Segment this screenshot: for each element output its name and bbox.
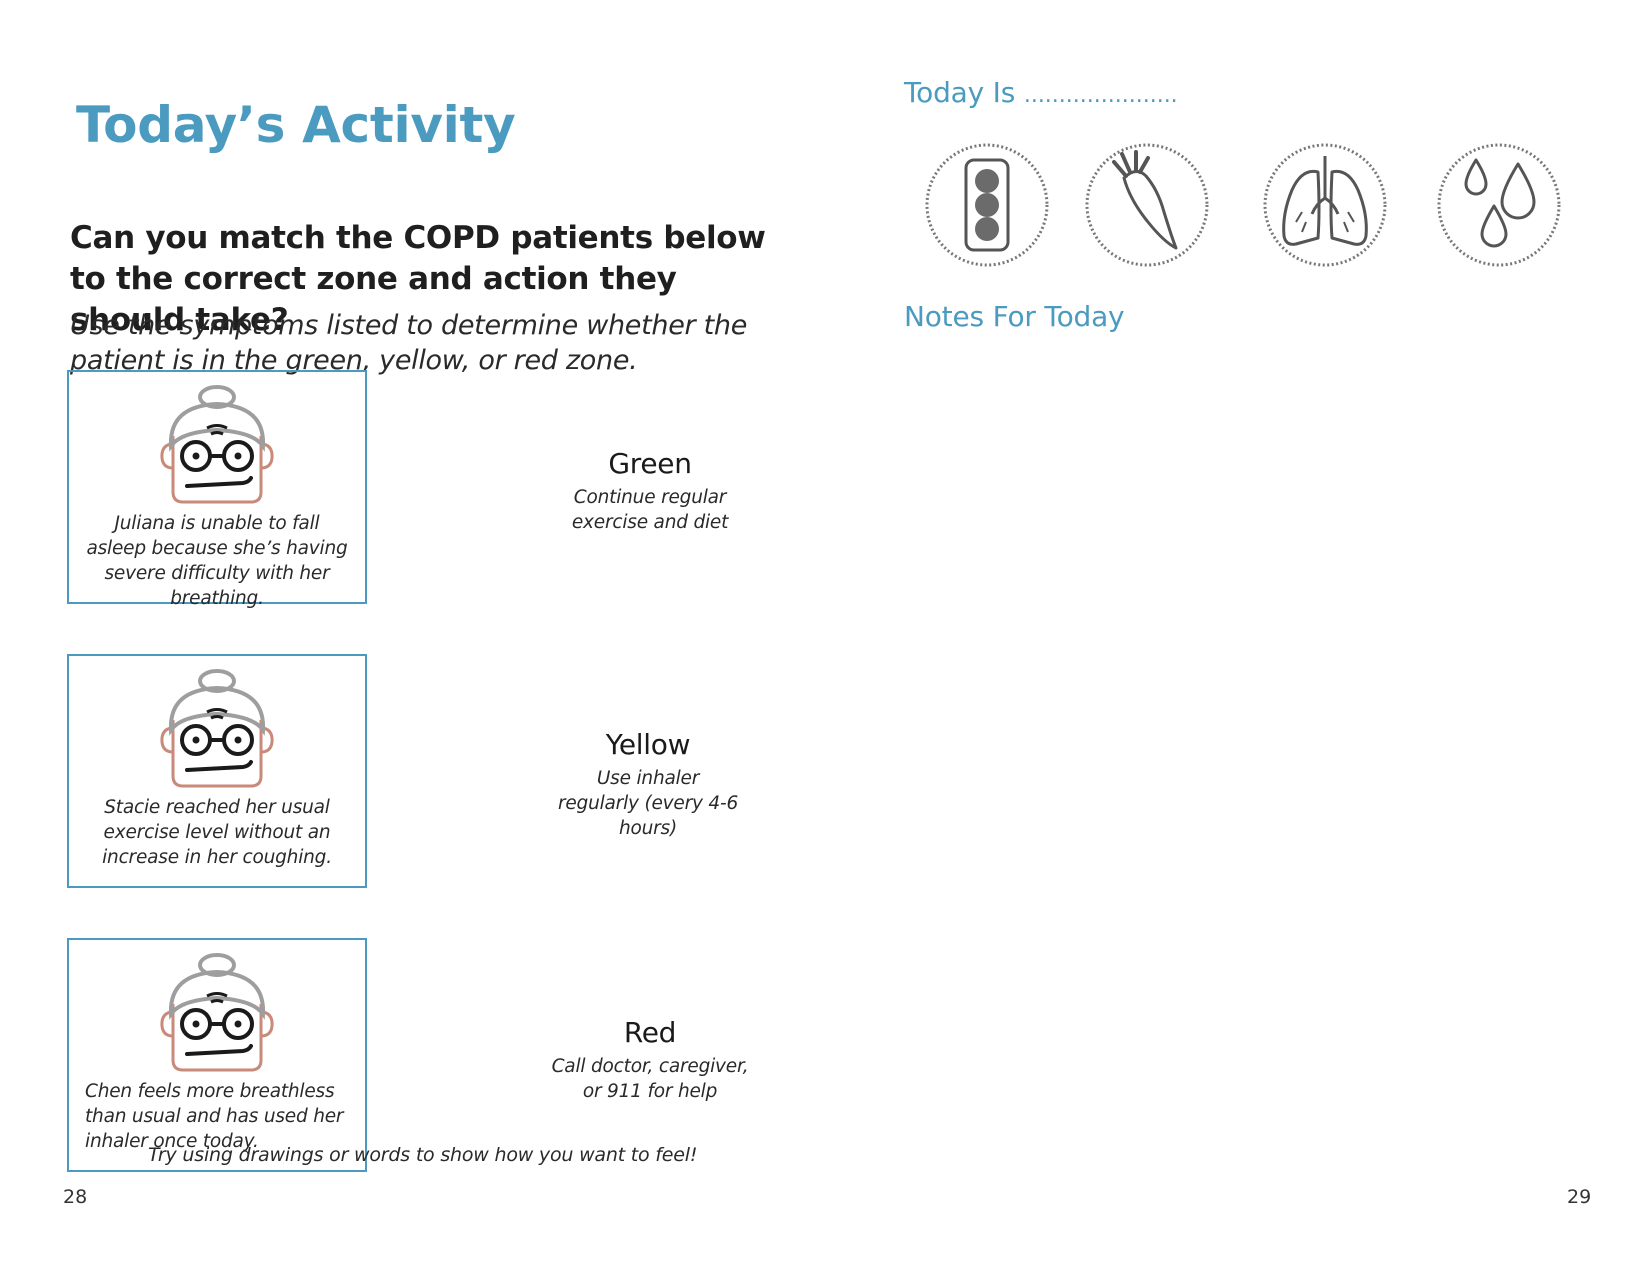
- today-is-label: Today Is ......................: [904, 76, 1178, 109]
- zone-name: Red: [623, 1016, 677, 1049]
- zone-name: Green: [608, 447, 692, 480]
- page-number-left: 28: [63, 1186, 88, 1208]
- zone-yellow[interactable]: Yellow Use inhaler regularly (every 4-6 …: [518, 728, 778, 841]
- zone-action: Call doctor, caregiver, or 911 for help: [551, 1056, 749, 1102]
- patient-card-stacie[interactable]: Stacie reached her usual exercise level …: [67, 654, 367, 888]
- lungs-icon: [1263, 143, 1387, 267]
- today-is-text: Today Is: [904, 76, 1016, 109]
- activity-question: Can you match the COPD patients below to…: [70, 220, 766, 338]
- activity-instructions: Use the symptoms listed to determine whe…: [70, 310, 748, 376]
- date-blank[interactable]: ......................: [1023, 83, 1178, 108]
- footer-note: Try using drawings or words to show how …: [148, 1144, 698, 1166]
- page-title: Today’s Activity: [76, 96, 516, 154]
- zone-red[interactable]: Red Call doctor, caregiver, or 911 for h…: [520, 1016, 780, 1104]
- zone-action: Use inhaler regularly (every 4-6 hours): [557, 768, 739, 839]
- zone-green[interactable]: Green Continue regular exercise and diet: [520, 447, 780, 535]
- patient-caption: Chen feels more breathless than usual an…: [85, 1081, 344, 1152]
- water-drops-icon: [1437, 143, 1561, 267]
- notes-for-today-label: Notes For Today: [904, 300, 1125, 333]
- grandmother-face-icon: [160, 669, 274, 788]
- grandmother-face-icon: [160, 953, 274, 1072]
- carrot-icon: [1085, 143, 1209, 267]
- patient-caption: Juliana is unable to fall asleep because…: [86, 513, 348, 609]
- zone-name: Yellow: [605, 728, 691, 761]
- grandmother-face-icon: [160, 385, 274, 504]
- page-number-right: 29: [1567, 1186, 1592, 1208]
- patient-caption: Stacie reached her usual exercise level …: [102, 797, 332, 868]
- patient-card-juliana[interactable]: Juliana is unable to fall asleep because…: [67, 370, 367, 609]
- traffic-light-icon: [925, 143, 1049, 267]
- zone-action: Continue regular exercise and diet: [571, 487, 729, 533]
- patient-card-chen[interactable]: Chen feels more breathless than usual an…: [67, 938, 367, 1172]
